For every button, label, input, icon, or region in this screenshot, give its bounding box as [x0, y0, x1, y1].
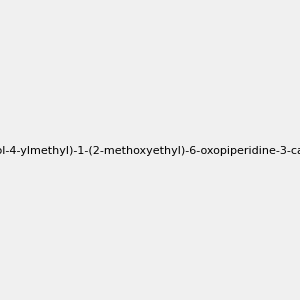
Text: N-(1H-indol-4-ylmethyl)-1-(2-methoxyethyl)-6-oxopiperidine-3-carboxamide: N-(1H-indol-4-ylmethyl)-1-(2-methoxyethy… — [0, 146, 300, 157]
